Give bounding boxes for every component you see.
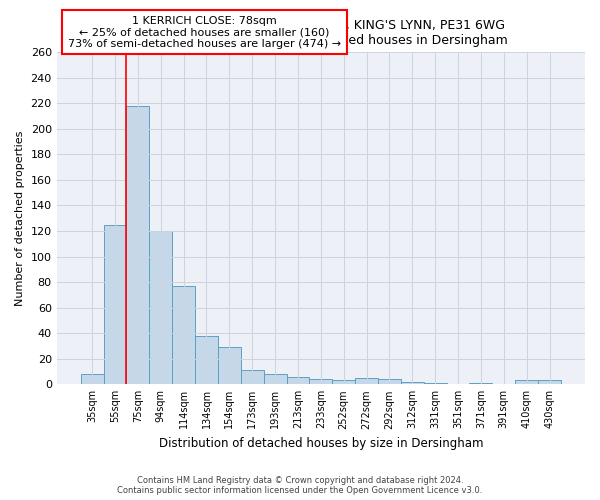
Bar: [218, 347, 241, 385]
Bar: [104, 224, 127, 384]
Bar: [515, 380, 538, 384]
Bar: [310, 379, 332, 384]
Bar: [424, 383, 446, 384]
Bar: [80, 374, 104, 384]
Bar: [378, 379, 401, 384]
Bar: [401, 382, 424, 384]
Bar: [538, 380, 561, 384]
Bar: [287, 376, 310, 384]
Bar: [355, 378, 378, 384]
Bar: [149, 231, 172, 384]
Text: 1 KERRICH CLOSE: 78sqm
← 25% of detached houses are smaller (160)
73% of semi-de: 1 KERRICH CLOSE: 78sqm ← 25% of detached…: [68, 16, 341, 48]
Bar: [195, 336, 218, 384]
Bar: [263, 374, 287, 384]
Bar: [172, 286, 195, 384]
Bar: [332, 380, 355, 384]
Text: Contains HM Land Registry data © Crown copyright and database right 2024.
Contai: Contains HM Land Registry data © Crown c…: [118, 476, 482, 495]
X-axis label: Distribution of detached houses by size in Dersingham: Distribution of detached houses by size …: [158, 437, 483, 450]
Y-axis label: Number of detached properties: Number of detached properties: [15, 130, 25, 306]
Bar: [127, 106, 149, 384]
Bar: [241, 370, 263, 384]
Bar: [469, 383, 493, 384]
Title: 1, KERRICH CLOSE, DERSINGHAM, KING'S LYNN, PE31 6WG
Size of property relative to: 1, KERRICH CLOSE, DERSINGHAM, KING'S LYN…: [134, 18, 508, 46]
